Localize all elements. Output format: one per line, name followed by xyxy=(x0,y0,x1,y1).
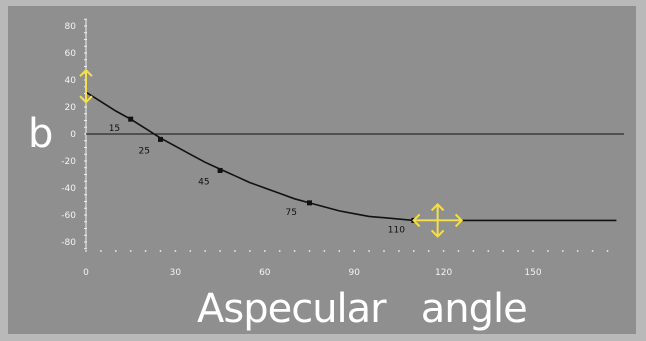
data-point xyxy=(307,200,312,206)
x-axis-dot xyxy=(487,250,490,252)
x-axis-dot xyxy=(353,250,356,252)
x-tick-label: 120 xyxy=(435,268,452,278)
data-point-label: 45 xyxy=(198,177,209,187)
handle-arrowhead xyxy=(430,229,445,238)
x-axis-dot xyxy=(591,250,594,252)
x-axis-dot xyxy=(338,250,341,252)
data-point-label: 15 xyxy=(109,124,120,134)
y-tick-label: -60 xyxy=(61,211,76,221)
data-point xyxy=(217,167,223,173)
y-tick-label: -80 xyxy=(61,238,76,248)
x-axis-dot xyxy=(263,250,266,252)
curve-layer xyxy=(85,91,617,222)
data-point xyxy=(158,136,163,142)
handles-layer xyxy=(79,68,464,238)
x-axis-label: Aspecular angle xyxy=(197,286,527,332)
x-tick-labels: 0 30 60 90 120 150 xyxy=(83,268,542,278)
handle-arrowhead xyxy=(79,68,93,77)
x-axis-dot xyxy=(383,250,385,252)
x-axis-dot xyxy=(174,250,177,252)
y-tick-label: -40 xyxy=(61,184,76,194)
x-tick-label: 60 xyxy=(259,268,271,278)
x-tick-label: 30 xyxy=(170,268,182,278)
x-axis-dot xyxy=(85,250,87,252)
y-tick-label: -20 xyxy=(61,157,76,167)
x-axis-dot xyxy=(114,250,117,252)
y-tick-label: 60 xyxy=(65,49,77,59)
x-axis-dot xyxy=(293,250,296,252)
plot-background xyxy=(8,6,636,334)
y-tick-label: 80 xyxy=(65,22,77,32)
x-axis-dot xyxy=(189,250,192,252)
x-axis-dot xyxy=(561,250,564,252)
x-tick-label: 0 xyxy=(83,268,89,278)
x-axis-dot xyxy=(219,250,222,252)
x-axis-dot xyxy=(368,250,370,252)
data-point-label: 25 xyxy=(139,146,150,156)
x-axis-dot xyxy=(323,250,326,252)
data-point-label: 75 xyxy=(286,208,297,218)
x-axis-dot xyxy=(457,250,460,252)
x-axis-dot xyxy=(159,250,162,252)
data-point-label: 110 xyxy=(388,225,405,235)
axes xyxy=(84,18,624,252)
x-axis-dot xyxy=(502,250,505,252)
x-axis-dot xyxy=(517,250,519,252)
x-axis-dot xyxy=(278,250,281,252)
x-axis-dot xyxy=(576,250,579,252)
x-axis-dot xyxy=(100,250,102,252)
move-handle-icon[interactable] xyxy=(412,202,464,238)
x-axis-dot xyxy=(412,250,415,252)
x-axis-dot xyxy=(427,250,430,252)
x-axis-dot xyxy=(234,250,236,252)
y-tick-label: 0 xyxy=(70,130,76,140)
x-tick-label: 150 xyxy=(524,268,541,278)
y-axis-label: b xyxy=(28,111,53,157)
handle-arrowhead xyxy=(430,202,445,212)
handle-arrowhead xyxy=(412,213,421,228)
handle-arrowhead xyxy=(454,213,464,228)
x-axis-dot xyxy=(249,250,251,252)
series-line xyxy=(85,91,617,222)
data-point xyxy=(128,116,134,122)
x-axis-dot xyxy=(398,250,400,252)
x-axis-dot xyxy=(308,250,311,252)
y-tick-label: 40 xyxy=(65,76,77,86)
x-axis-dot xyxy=(606,250,609,252)
y-tick-label: 20 xyxy=(65,103,77,113)
vertical-handle-icon[interactable] xyxy=(79,68,93,104)
x-axis-dot xyxy=(129,250,132,252)
x-axis-dot xyxy=(204,250,207,252)
x-axis-dot xyxy=(532,250,534,252)
x-tick-label: 90 xyxy=(348,268,360,278)
x-axis-dot xyxy=(472,250,475,252)
y-tick-labels: 80 60 40 20 0 -20 -40 -60 -80 xyxy=(61,22,76,248)
x-axis-dot xyxy=(547,250,549,252)
x-axis-dot xyxy=(144,250,147,252)
handle-arrowhead xyxy=(79,95,93,104)
x-axis-dot xyxy=(442,250,445,252)
